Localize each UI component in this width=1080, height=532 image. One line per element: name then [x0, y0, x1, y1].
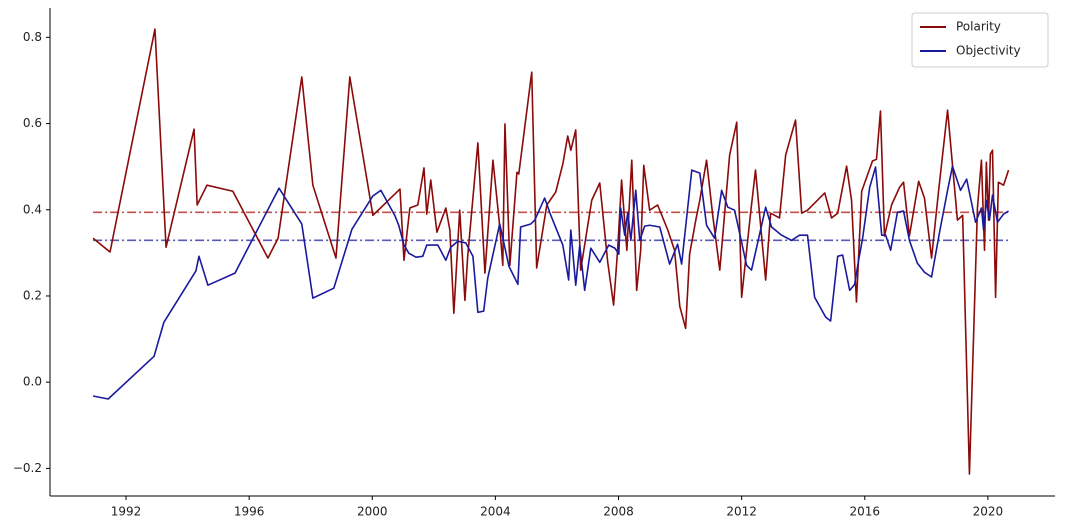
- y-tick-label: 0.8: [23, 30, 42, 44]
- x-tick-label: 2020: [973, 505, 1004, 519]
- y-tick-label: 0.0: [23, 375, 42, 389]
- y-tick-label: 0.2: [23, 288, 42, 302]
- y-tick-label: 0.4: [23, 202, 42, 216]
- x-tick-label: 2000: [357, 505, 388, 519]
- y-tick-label: 0.6: [23, 116, 42, 130]
- x-tick-label: 1992: [111, 505, 142, 519]
- series-line: [92, 28, 1010, 475]
- x-tick-label: 2004: [480, 505, 511, 519]
- x-tick-label: 1996: [234, 505, 265, 519]
- legend-label: Objectivity: [956, 44, 1021, 58]
- x-tick-label: 2008: [603, 505, 634, 519]
- legend-label: Polarity: [956, 20, 1001, 34]
- y-tick-label: −0.2: [13, 461, 42, 475]
- x-tick-label: 2016: [849, 505, 880, 519]
- x-tick-label: 2012: [726, 505, 757, 519]
- series-line: [92, 165, 1009, 400]
